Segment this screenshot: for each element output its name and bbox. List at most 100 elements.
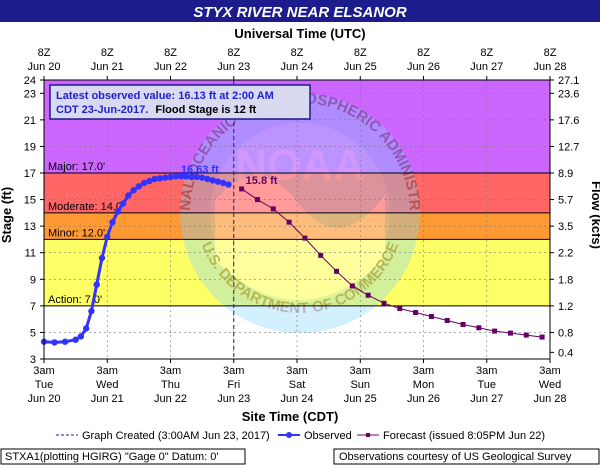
observed-point: [72, 336, 79, 343]
forecast-point: [365, 292, 371, 298]
top-tick-date: Jun 27: [470, 61, 503, 73]
forecast-point: [507, 330, 513, 336]
observed-point: [198, 174, 206, 181]
forecast-point: [539, 334, 545, 340]
latest-value-box-bg: [49, 84, 311, 120]
observed-point: [151, 175, 158, 183]
page-title: STYX RIVER NEAR ELSANOR: [193, 4, 407, 21]
observed-point: [88, 307, 95, 315]
left-tick-label: 7: [30, 301, 36, 313]
footer-left-text: STXA1(plotting HGIRG) "Gage 0" Datum: 0': [5, 451, 219, 463]
forecast-point: [381, 300, 387, 306]
forecast-point: [318, 252, 324, 258]
value-annotation: 15.8 ft: [246, 175, 278, 187]
left-tick-label: 13: [24, 221, 36, 233]
footer-right-box: [333, 448, 600, 465]
latest-value-box: Latest observed value: 16.13 ft at 2:00 …: [49, 84, 311, 120]
noaa-logo-center-text: NOAA: [235, 141, 365, 190]
observed-point: [188, 173, 195, 181]
right-tick-label: 0.8: [558, 327, 573, 339]
observed-point: [114, 208, 121, 215]
forecast-point: [334, 268, 340, 274]
left-tick-label: 15: [24, 195, 36, 207]
top-tick-date: Jun 22: [154, 61, 187, 73]
right-tick-label: 27.1: [558, 75, 579, 87]
forecast-point: [286, 219, 292, 225]
band-label: Moderate: 14.0': [48, 201, 124, 213]
observed-point: [119, 200, 127, 207]
bottom-tick-day: Wed: [96, 379, 118, 391]
bottom-tick-time: 3am: [223, 365, 244, 377]
top-tick-date: Jun 21: [91, 61, 124, 73]
forecast-point: [492, 328, 498, 334]
legend-forecast-marker: [366, 433, 370, 437]
observed-point: [177, 173, 185, 180]
observed-point: [167, 173, 174, 181]
observed-point: [162, 174, 169, 181]
bottom-tick-time: 3am: [97, 365, 118, 377]
right-axis-title: Flow (kcfs): [589, 181, 600, 249]
left-axis-title: Stage (ft): [0, 187, 14, 243]
observed-point: [156, 175, 164, 182]
bottom-tick-date: Jun 26: [407, 393, 440, 405]
observed-point: [98, 254, 106, 262]
top-tick-time: 8Z: [480, 47, 493, 59]
right-tick-label: 1.2: [558, 301, 573, 313]
forecast-line: [241, 188, 543, 338]
band-label: Action: 7.0': [48, 294, 102, 306]
value-annotation: 16.63 ft: [181, 164, 219, 176]
value-annotations: 16.63 ft 15.8 ft: [181, 164, 278, 187]
bottom-tick-time: 3am: [539, 365, 560, 377]
top-tick-time: 8Z: [101, 47, 114, 59]
band-label: Minor: 12.0': [48, 227, 105, 239]
legend: Graph Created (3:00AM Jun 23, 2017) Obse…: [56, 430, 545, 442]
observed-point: [140, 179, 148, 187]
bottom-tick-day: Wed: [539, 379, 561, 391]
right-tick-label: 5.7: [558, 195, 573, 207]
right-tick-label: 0.4: [558, 347, 573, 359]
left-tick-label: 9: [30, 274, 36, 286]
observed-point: [51, 339, 58, 346]
top-axis-ticks: 8Z Jun 20 8Z Jun 21 8Z Jun 22 8Z Jun 23 8Z Jun 24…: [27, 47, 567, 80]
top-tick-time: 8Z: [38, 47, 51, 59]
flood-stage-note: Flood Stage is 12 ft: [155, 104, 256, 116]
observed-point: [77, 333, 85, 340]
forecast-point: [254, 197, 260, 203]
top-tick-date: Jun 20: [27, 61, 60, 73]
top-tick-time: 8Z: [544, 47, 557, 59]
observed-point: [193, 173, 201, 181]
left-tick-label: 23: [24, 88, 36, 100]
observed-point: [93, 281, 100, 288]
observed-point: [130, 187, 137, 194]
footer: STXA1(plotting HGIRG) "Gage 0" Datum: 0'…: [0, 448, 600, 465]
latest-value-line1: Latest observed value: 16.13 ft at 2:00 …: [56, 90, 274, 102]
right-tick-label: 17.6: [558, 115, 579, 127]
top-tick-date: Jun 28: [533, 61, 566, 73]
legend-created-label: Graph Created (3:00AM Jun 23, 2017): [82, 430, 270, 442]
top-tick-time: 8Z: [417, 47, 430, 59]
forecast-point: [270, 206, 276, 212]
observed-point: [220, 179, 227, 187]
series-layer: [40, 173, 545, 346]
left-tick-label: 19: [24, 141, 36, 153]
forecast-point: [397, 306, 403, 312]
observed-point: [104, 233, 111, 240]
observed-point: [209, 177, 216, 184]
bottom-tick-date: Jun 25: [344, 393, 377, 405]
bottom-tick-day: Sun: [350, 379, 370, 391]
bottom-tick-date: Jun 27: [470, 393, 503, 405]
bottom-tick-date: Jun 20: [27, 393, 60, 405]
right-tick-label: 8.9: [558, 168, 573, 180]
forecast-point: [349, 283, 355, 289]
bottom-tick-time: 3am: [350, 365, 371, 377]
latest-value-line2: CDT 23-Jun-2017. Flood Stage is 12 ft: [56, 104, 257, 116]
forecast-point: [239, 186, 245, 192]
observed-point: [125, 192, 132, 199]
left-tick-label: 11: [25, 248, 36, 260]
top-tick-time: 8Z: [354, 47, 367, 59]
legend-observed-label: Observed: [304, 430, 352, 442]
bottom-axis-title: Site Time (CDT): [242, 409, 339, 424]
top-tick-time: 8Z: [227, 47, 240, 59]
bottom-tick-date: Jun 21: [91, 393, 124, 405]
